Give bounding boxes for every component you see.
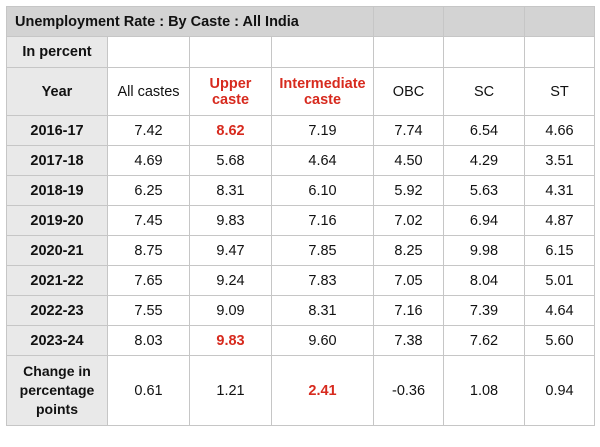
table-title: Unemployment Rate : By Caste : All India	[5, 6, 375, 37]
row-label: 2021-22	[6, 265, 108, 296]
row-label: 2020-21	[6, 235, 108, 266]
blank-cell	[524, 36, 596, 68]
data-label: 8.31	[189, 175, 272, 206]
table-row: 2018-19 6.25 8.31 6.10 5.92 5.63 4.31	[6, 175, 596, 206]
data-label: 7.83	[270, 265, 375, 296]
data-label: 4.31	[524, 175, 596, 206]
column-header: Intermediate caste	[270, 67, 375, 116]
data-label: 9.24	[189, 265, 272, 296]
data-label: 7.55	[107, 295, 190, 326]
data-label: 1.21	[189, 355, 272, 426]
data-label: 7.16	[270, 205, 375, 236]
column-header: OBC	[373, 67, 445, 116]
data-label: 9.09	[189, 295, 272, 326]
column-header: All castes	[107, 67, 190, 116]
data-label: 4.66	[524, 115, 596, 146]
row-label: 2022-23	[6, 295, 108, 326]
data-label: -0.36	[373, 355, 445, 426]
data-label: 4.29	[443, 145, 526, 176]
data-label: 0.94	[524, 355, 596, 426]
table-row: 2022-23 7.55 9.09 8.31 7.16 7.39 4.64	[6, 295, 596, 326]
data-label: 9.83	[189, 325, 272, 356]
data-label: 5.60	[524, 325, 596, 356]
data-label: 8.62	[189, 115, 272, 146]
row-label: 2019-20	[6, 205, 108, 236]
data-label: 4.69	[107, 145, 190, 176]
data-label: 7.74	[373, 115, 445, 146]
title-fill-cell	[524, 6, 596, 37]
row-label: 2018-19	[6, 175, 108, 206]
blank-cell	[189, 36, 272, 68]
data-label: 6.10	[270, 175, 375, 206]
table-row: Change in percentage points 0.61 1.21 2.41-…	[6, 355, 596, 426]
unemployment-table: Unemployment Rate : By Caste : All India…	[5, 6, 596, 426]
year-column-header: Year	[6, 67, 108, 116]
blank-cell	[443, 36, 526, 68]
row-label: 2017-18	[6, 145, 108, 176]
column-header: Upper caste	[189, 67, 272, 116]
data-label: 7.62	[443, 325, 526, 356]
row-label: 2023-24	[6, 325, 108, 356]
data-label: 5.63	[443, 175, 526, 206]
data-label: 4.64	[270, 145, 375, 176]
data-label: 7.02	[373, 205, 445, 236]
table-row: 2020-21 8.75 9.47 7.85 8.25 9.98 6.15	[6, 235, 596, 266]
column-header: ST	[524, 67, 596, 116]
data-label: 1.08	[443, 355, 526, 426]
table-row: 2019-20 7.45 9.83 7.16 7.02 6.94 4.87	[6, 205, 596, 236]
data-label: 8.25	[373, 235, 445, 266]
unit-label: In percent	[6, 36, 108, 68]
data-label: 8.75	[107, 235, 190, 266]
blank-cell	[270, 36, 375, 68]
blank-cell	[107, 36, 190, 68]
data-label: 9.83	[189, 205, 272, 236]
data-label: 7.85	[270, 235, 375, 266]
row-label: 2016-17	[6, 115, 108, 146]
data-label: 4.64	[524, 295, 596, 326]
data-label: 8.31	[270, 295, 375, 326]
data-label: 7.45	[107, 205, 190, 236]
title-fill-cell	[373, 6, 445, 37]
blank-cell	[373, 36, 445, 68]
data-label: 9.60	[270, 325, 375, 356]
data-label: 9.47	[189, 235, 272, 266]
data-label: 7.42	[107, 115, 190, 146]
data-label: 8.04	[443, 265, 526, 296]
data-label: 7.38	[373, 325, 445, 356]
row-label: Change in percentage points	[6, 355, 108, 426]
table-row: 2021-22 7.65 9.24 7.83 7.05 8.04 5.01	[6, 265, 596, 296]
data-label: 4.50	[373, 145, 445, 176]
table-row: 2023-24 8.03 9.83 9.60 7.38 7.62 5.60	[6, 325, 596, 356]
data-label: 7.05	[373, 265, 445, 296]
data-label: 5.01	[524, 265, 596, 296]
data-label: 6.94	[443, 205, 526, 236]
data-label: 3.51	[524, 145, 596, 176]
data-label: 7.39	[443, 295, 526, 326]
data-label: 5.92	[373, 175, 445, 206]
data-label: 7.65	[107, 265, 190, 296]
data-label: 7.16	[373, 295, 445, 326]
table-row: 2017-18 4.69 5.68 4.64 4.50 4.29 3.51	[6, 145, 596, 176]
data-label: 2.41	[270, 355, 375, 426]
data-label: 9.98	[443, 235, 526, 266]
data-label: 6.54	[443, 115, 526, 146]
data-label: 4.87	[524, 205, 596, 236]
data-label: 0.61	[107, 355, 190, 426]
data-label: 7.19	[270, 115, 375, 146]
data-label: 5.68	[189, 145, 272, 176]
data-label: 6.25	[107, 175, 190, 206]
column-header: SC	[443, 67, 526, 116]
table-row: 2016-17 7.42 8.62 7.19 7.74 6.54 4.66	[6, 115, 596, 146]
title-fill-cell	[443, 6, 526, 37]
data-label: 8.03	[107, 325, 190, 356]
data-label: 6.15	[524, 235, 596, 266]
